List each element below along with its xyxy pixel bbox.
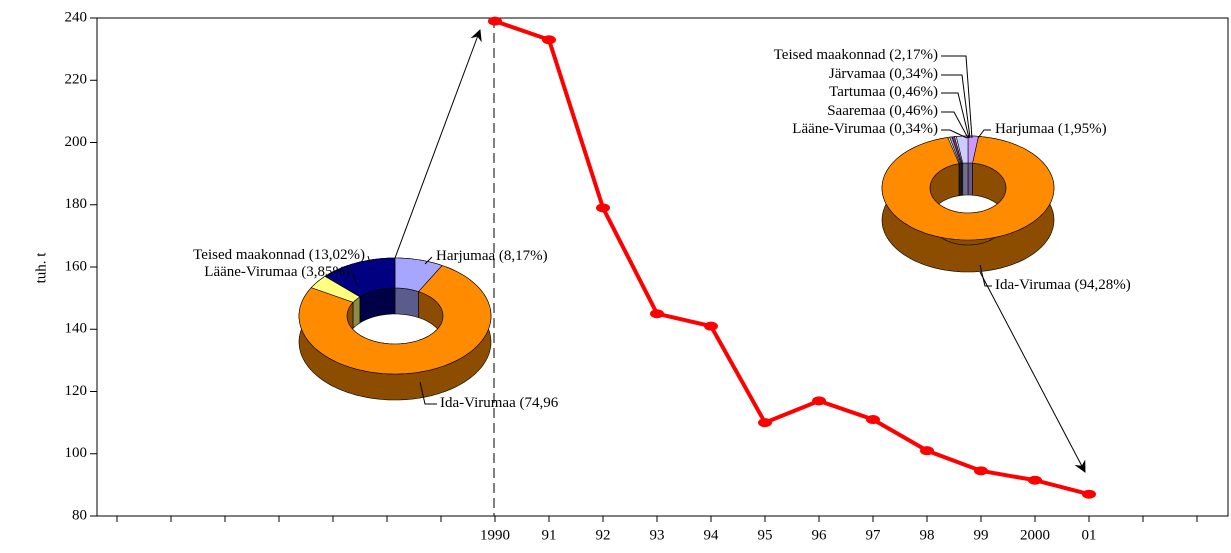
leader-line: [419, 381, 437, 405]
slice-label: Ida-Virumaa (74,96: [440, 395, 559, 411]
leader-line: [352, 272, 358, 287]
y-tick-label: 240: [65, 9, 88, 25]
y-tick-label: 140: [65, 321, 88, 337]
data-line: [494, 19, 1090, 497]
slice-label: Järvamaa (0,34%): [829, 66, 938, 82]
label-value: (0,46%): [889, 84, 938, 100]
data-point: [650, 309, 664, 319]
slice-label: Harjumaa (8,17%): [436, 248, 548, 264]
x-tick-label: 92: [596, 527, 611, 543]
leader-line: [941, 111, 969, 139]
label-name: Lääne-Virumaa: [792, 121, 886, 137]
y-tick-label: 100: [65, 445, 88, 461]
label-value: (8,17%): [499, 248, 548, 264]
label-name: Järvamaa: [829, 66, 886, 82]
data-point: [596, 203, 610, 213]
label-value: (74,96: [519, 395, 558, 411]
slice-inner-side: [962, 162, 969, 196]
x-tick-label: 94: [704, 527, 720, 543]
data-point: [488, 16, 502, 26]
arrow: [394, 29, 482, 259]
data-point: [1082, 489, 1096, 499]
y-axis-label: tuh. t: [33, 252, 49, 284]
label-name: Harjumaa: [995, 121, 1054, 137]
data-point: [812, 396, 826, 406]
y-tick-label: 80: [72, 507, 87, 523]
slice-label: Saaremaa (0,46%): [827, 103, 938, 119]
y-tick-label: 180: [65, 196, 88, 212]
leader-line: [941, 129, 968, 139]
leader-line: [941, 74, 971, 139]
x-tick-label: 01: [1082, 527, 1097, 543]
label-name: Teised maakonnad: [193, 247, 305, 263]
slice-label: Lääne-Virumaa (0,34%): [792, 121, 938, 137]
leader-line: [424, 256, 433, 265]
leader-line: [941, 92, 970, 139]
x-tick-label: 91: [542, 527, 557, 543]
data-point: [542, 35, 556, 45]
data-point: [704, 321, 718, 331]
data-point: [866, 415, 880, 425]
label-value: (94,28%): [1074, 277, 1130, 293]
x-tick-label: 99: [974, 527, 989, 543]
label-value: (13,02%): [309, 247, 365, 263]
label-value: (0,34%): [889, 121, 938, 137]
y-tick-label: 200: [65, 134, 88, 150]
leader-line: [979, 264, 992, 287]
label-name: Ida-Virumaa: [995, 277, 1071, 293]
label-value: (0,46%): [889, 103, 938, 119]
x-tick-label: 97: [866, 527, 882, 543]
slice-label: Harjumaa (1,95%): [995, 121, 1107, 137]
x-tick-label: 2000: [1020, 527, 1050, 543]
slice-label: Lääne-Virumaa (3,85%): [204, 264, 350, 280]
x-tick-label: 95: [758, 527, 773, 543]
leader-line: [941, 55, 973, 139]
data-point: [1028, 475, 1042, 485]
label-name: Harjumaa: [436, 248, 495, 264]
leader-line: [977, 129, 991, 139]
data-point: [974, 466, 988, 476]
y-tick-label: 160: [65, 258, 88, 274]
label-name: Ida-Virumaa: [440, 395, 516, 411]
slice: [324, 257, 396, 298]
slice-label: Ida-Virumaa (94,28%): [995, 277, 1131, 293]
label-value: (0,34%): [889, 66, 938, 82]
arrow: [979, 271, 1086, 473]
slice-label: Teised maakonnad (2,17%): [774, 47, 938, 63]
y-tick-label: 220: [65, 72, 88, 88]
label-value: (2,17%): [889, 47, 938, 63]
x-tick-label: 93: [650, 527, 665, 543]
x-tick-label: 98: [920, 527, 935, 543]
label-value: (1,95%): [1058, 121, 1107, 137]
slice-label: Tartumaa (0,46%): [829, 84, 938, 100]
x-tick-label: 96: [812, 527, 828, 543]
y-tick-label: 120: [65, 383, 88, 399]
label-value: (3,85%): [301, 264, 350, 280]
label-name: Tartumaa: [829, 84, 886, 100]
x-tick-label: 1990: [480, 527, 510, 543]
slice-inner-side: [967, 162, 973, 196]
leader-line: [367, 255, 371, 264]
label-name: Teised maakonnad: [774, 47, 886, 63]
slice-label: Teised maakonnad (13,02%): [193, 247, 365, 263]
data-point: [758, 418, 772, 428]
data-point: [920, 446, 934, 456]
slice: [955, 135, 969, 164]
label-name: Saaremaa: [827, 103, 886, 119]
label-name: Lääne-Virumaa: [204, 264, 298, 280]
slice-inner-side: [394, 287, 419, 319]
